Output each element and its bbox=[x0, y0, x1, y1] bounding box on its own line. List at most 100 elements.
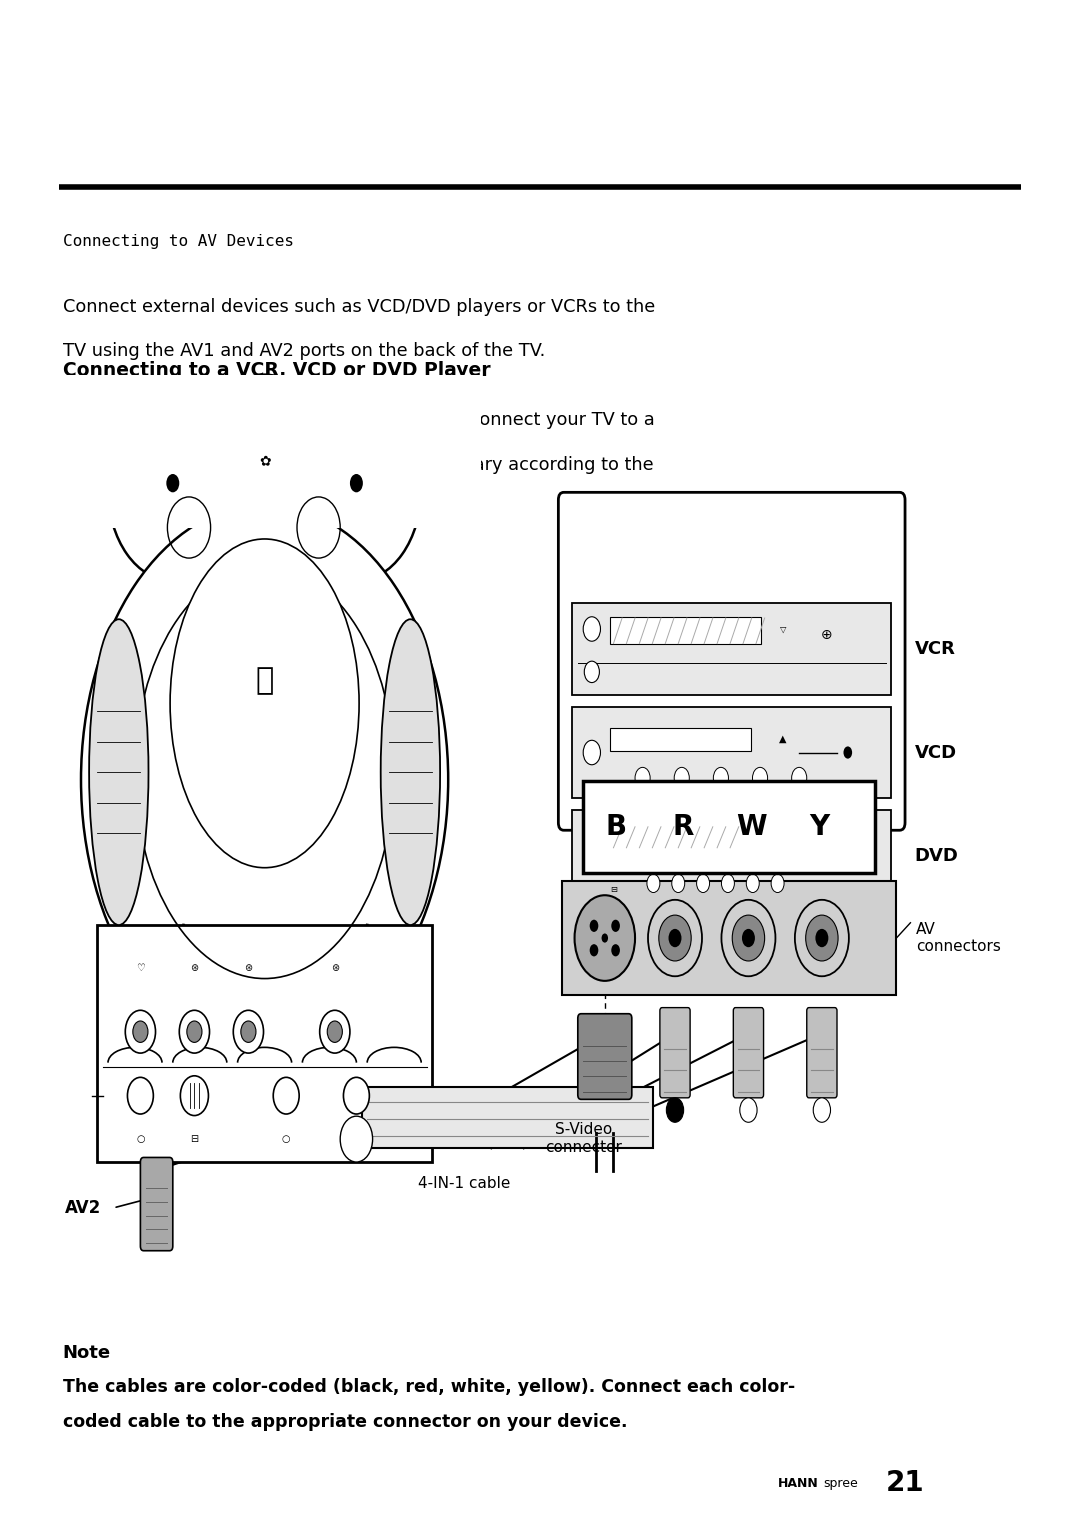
Ellipse shape bbox=[171, 538, 359, 867]
Text: VCR, VCD or DVD player. Actual connections vary according to the: VCR, VCD or DVD player. Actual connectio… bbox=[63, 456, 653, 474]
Text: ○: ○ bbox=[282, 1135, 291, 1144]
Circle shape bbox=[771, 875, 784, 893]
Circle shape bbox=[806, 914, 838, 960]
Text: The illustration presented here shows how to connect your TV to a: The illustration presented here shows ho… bbox=[63, 411, 654, 430]
Ellipse shape bbox=[81, 505, 448, 1055]
Circle shape bbox=[166, 474, 179, 492]
Ellipse shape bbox=[292, 398, 421, 581]
Text: ○: ○ bbox=[136, 1135, 145, 1144]
Circle shape bbox=[320, 1011, 350, 1053]
Circle shape bbox=[575, 894, 635, 982]
Circle shape bbox=[647, 875, 660, 893]
Text: HANN: HANN bbox=[778, 1477, 819, 1489]
Circle shape bbox=[815, 928, 828, 946]
Text: Connecting to AV Devices: Connecting to AV Devices bbox=[63, 234, 294, 249]
Circle shape bbox=[666, 1098, 684, 1122]
Ellipse shape bbox=[200, 375, 329, 558]
Circle shape bbox=[753, 768, 768, 789]
FancyBboxPatch shape bbox=[362, 1087, 653, 1148]
Text: Connect external devices such as VCD/DVD players or VCRs to the: Connect external devices such as VCD/DVD… bbox=[63, 298, 654, 317]
FancyBboxPatch shape bbox=[610, 826, 740, 849]
Circle shape bbox=[813, 1098, 831, 1122]
Circle shape bbox=[742, 928, 755, 946]
Ellipse shape bbox=[108, 398, 238, 581]
Bar bbox=[49, 375, 481, 528]
Circle shape bbox=[714, 768, 728, 789]
FancyBboxPatch shape bbox=[558, 492, 905, 830]
Circle shape bbox=[795, 899, 849, 976]
Circle shape bbox=[746, 875, 759, 893]
Circle shape bbox=[241, 1021, 256, 1043]
Text: ⊛: ⊛ bbox=[330, 963, 339, 972]
Text: VCR: VCR bbox=[915, 641, 956, 657]
FancyBboxPatch shape bbox=[610, 618, 761, 645]
FancyBboxPatch shape bbox=[660, 1008, 690, 1098]
Circle shape bbox=[602, 933, 608, 942]
FancyBboxPatch shape bbox=[572, 706, 891, 798]
Circle shape bbox=[583, 616, 600, 641]
Text: Y: Y bbox=[810, 813, 829, 841]
Text: Connecting to a VCR, VCD or DVD Player: Connecting to a VCR, VCD or DVD Player bbox=[63, 361, 490, 379]
Text: The cables are color-coded (black, red, white, yellow). Connect each color-: The cables are color-coded (black, red, … bbox=[63, 1378, 795, 1396]
Circle shape bbox=[590, 943, 598, 957]
Circle shape bbox=[583, 740, 600, 764]
Circle shape bbox=[721, 899, 775, 976]
Text: DVD: DVD bbox=[915, 847, 959, 865]
Circle shape bbox=[635, 768, 650, 789]
Text: S-Video
connector: S-Video connector bbox=[544, 1122, 622, 1154]
Circle shape bbox=[697, 875, 710, 893]
Text: ▲: ▲ bbox=[780, 734, 786, 743]
Text: AV
connectors: AV connectors bbox=[916, 922, 1001, 954]
FancyBboxPatch shape bbox=[97, 925, 432, 1162]
Circle shape bbox=[721, 875, 734, 893]
FancyBboxPatch shape bbox=[583, 781, 875, 873]
Text: ♡: ♡ bbox=[136, 963, 145, 972]
Text: B: B bbox=[605, 813, 626, 841]
Text: ⊛: ⊛ bbox=[244, 963, 253, 972]
Text: 21: 21 bbox=[886, 1469, 924, 1497]
Circle shape bbox=[669, 928, 681, 946]
Circle shape bbox=[327, 1021, 342, 1043]
Circle shape bbox=[180, 1076, 208, 1116]
Circle shape bbox=[343, 1078, 369, 1115]
Circle shape bbox=[611, 943, 620, 957]
Circle shape bbox=[590, 919, 598, 931]
Text: ✿: ✿ bbox=[259, 454, 270, 469]
Text: ⊕: ⊕ bbox=[821, 628, 832, 642]
FancyBboxPatch shape bbox=[610, 728, 751, 751]
Circle shape bbox=[659, 914, 691, 960]
Text: ⊛: ⊛ bbox=[190, 963, 199, 972]
FancyBboxPatch shape bbox=[140, 1157, 173, 1251]
Circle shape bbox=[674, 768, 689, 789]
Text: VCD: VCD bbox=[915, 743, 957, 761]
Text: coded cable to the appropriate connector on your device.: coded cable to the appropriate connector… bbox=[63, 1413, 627, 1431]
Text: R: R bbox=[673, 813, 694, 841]
Circle shape bbox=[350, 474, 363, 492]
Ellipse shape bbox=[89, 619, 148, 925]
Circle shape bbox=[584, 661, 599, 682]
Circle shape bbox=[611, 919, 620, 931]
Circle shape bbox=[583, 835, 600, 859]
FancyBboxPatch shape bbox=[578, 1014, 632, 1099]
Text: AV2: AV2 bbox=[65, 1199, 102, 1217]
Text: spree: spree bbox=[823, 1477, 858, 1489]
Text: ⊕: ⊕ bbox=[815, 835, 826, 849]
Ellipse shape bbox=[380, 619, 441, 925]
Circle shape bbox=[732, 914, 765, 960]
FancyBboxPatch shape bbox=[572, 604, 891, 694]
Circle shape bbox=[179, 1011, 210, 1053]
Circle shape bbox=[133, 1021, 148, 1043]
Text: make and model of the device.: make and model of the device. bbox=[63, 500, 339, 518]
Circle shape bbox=[648, 899, 702, 976]
Circle shape bbox=[340, 1116, 373, 1162]
FancyBboxPatch shape bbox=[733, 1008, 764, 1098]
FancyBboxPatch shape bbox=[572, 810, 891, 902]
Text: Note: Note bbox=[63, 1344, 111, 1362]
FancyBboxPatch shape bbox=[562, 881, 896, 995]
Circle shape bbox=[740, 1098, 757, 1122]
Text: ⊟: ⊟ bbox=[190, 1135, 199, 1144]
Circle shape bbox=[843, 746, 852, 758]
Circle shape bbox=[233, 1011, 264, 1053]
Text: W: W bbox=[737, 813, 767, 841]
Text: ⊟: ⊟ bbox=[610, 885, 617, 894]
